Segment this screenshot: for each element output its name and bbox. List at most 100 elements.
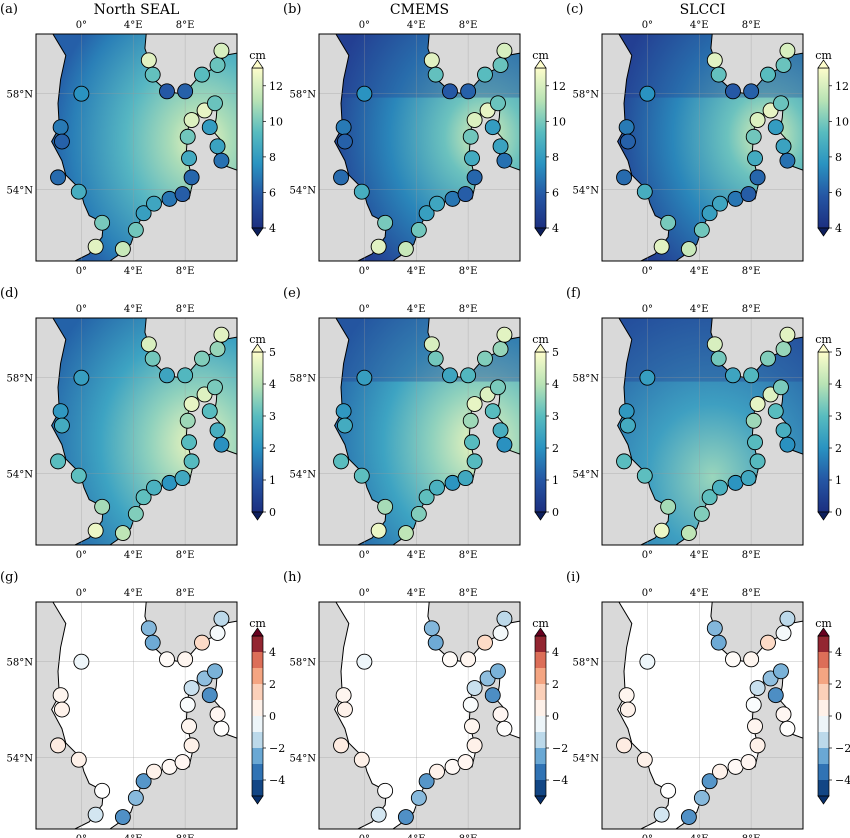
x-tick-bottom: 0°: [359, 834, 370, 838]
station-marker: [442, 83, 458, 100]
colorbar-extend-max: [817, 627, 830, 637]
station-marker: [492, 625, 509, 642]
colorbar-tick-label: 2: [269, 442, 276, 455]
map-panel-9: 0° 0° 4°E 4°E 8°E 8°E 58°N 54°N (i) cm 4 2 0 −2 −4: [566, 570, 850, 838]
y-tick: 54°N: [573, 753, 600, 764]
station-marker: [209, 706, 226, 723]
station-marker: [335, 119, 352, 136]
station-marker: [760, 66, 776, 83]
map-panel-3: 0° 0° 4°E 4°E 8°E 8°E 58°N 54°N (c) SLCCI cm 4 6 8 10 1…: [566, 2, 849, 277]
station-marker: [52, 403, 69, 420]
station-marker: [464, 434, 480, 451]
station-marker: [183, 169, 200, 186]
x-tick-bottom: 4°E: [690, 550, 709, 561]
station-marker: [213, 720, 230, 737]
station-marker: [680, 241, 697, 258]
colorbar-extend-min: [534, 227, 547, 237]
colorbar-tick-label: 3: [835, 410, 842, 423]
station-marker: [53, 133, 70, 150]
map-frame: [601, 317, 804, 546]
station-marker: [706, 52, 723, 69]
station-marker: [496, 610, 513, 627]
station-marker: [53, 701, 70, 718]
station-marker: [773, 95, 789, 112]
station-marker: [429, 763, 445, 780]
station-marker: [462, 128, 479, 145]
station-marker: [466, 680, 483, 696]
station-marker: [639, 653, 656, 670]
panel-label: (g): [0, 570, 18, 585]
station-marker: [370, 522, 387, 539]
station-marker: [775, 706, 792, 723]
colorbar-unit: cm: [532, 617, 549, 630]
column-title: SLCCI: [680, 2, 726, 18]
station-marker: [52, 119, 69, 136]
station-marker: [460, 367, 477, 384]
x-tick-top: 0°: [642, 20, 653, 31]
colorbar-tick-label: 2: [835, 678, 842, 691]
station-marker: [484, 119, 501, 136]
colorbar: cm 4 6 8 10 12: [815, 49, 849, 237]
station-marker: [779, 326, 796, 343]
station-marker: [183, 112, 200, 128]
colorbar: cm 0 1 2 3 4 5: [532, 333, 559, 521]
colorbar-extend-max: [534, 343, 547, 353]
colorbar-extend-min: [251, 227, 264, 237]
colorbar-tick-label: 0: [269, 710, 276, 723]
colorbar-tick-label: 6: [269, 186, 276, 199]
station-marker: [660, 498, 677, 515]
colorbar: cm 0 1 2 3 4 5: [815, 333, 842, 521]
y-tick: 54°N: [290, 185, 317, 196]
station-marker: [653, 238, 670, 255]
station-marker: [767, 119, 784, 136]
station-marker: [618, 403, 635, 420]
colorbar-tick-label: 4: [552, 222, 559, 235]
station-marker: [680, 525, 697, 542]
colorbar-extend-max: [251, 627, 264, 637]
map-panel-6: 0° 0° 4°E 4°E 8°E 8°E 58°N 54°N (f) cm 0 1 2 3 4 5: [566, 286, 842, 561]
station-marker: [457, 470, 474, 487]
station-marker: [423, 620, 440, 637]
station-marker: [370, 238, 387, 255]
colorbar-tick-label: 3: [552, 410, 559, 423]
station-marker: [213, 326, 230, 343]
colorbar-band: [818, 748, 829, 764]
colorbar-band: [252, 780, 263, 796]
colorbar-tick-label: 12: [835, 80, 849, 93]
station-marker: [181, 434, 197, 451]
x-tick-bottom: 0°: [359, 550, 370, 561]
station-marker: [464, 718, 480, 735]
station-marker: [779, 610, 796, 627]
x-tick-top: 4°E: [407, 304, 426, 315]
station-marker: [377, 214, 394, 231]
station-marker: [740, 754, 757, 771]
station-marker: [775, 341, 792, 358]
colorbar-band: [252, 764, 263, 780]
colorbar-tick-label: −4: [269, 774, 285, 787]
station-marker: [749, 169, 766, 186]
station-marker: [636, 467, 653, 484]
x-tick-top: 0°: [359, 588, 370, 599]
station-marker: [619, 133, 636, 150]
station-marker: [181, 150, 197, 167]
station-marker: [207, 379, 223, 396]
colorbar-unit: cm: [815, 49, 832, 62]
x-tick-bottom: 8°E: [459, 834, 478, 838]
colorbar-tick-label: 0: [269, 506, 276, 519]
station-marker: [397, 525, 414, 542]
station-marker: [749, 112, 766, 128]
station-marker: [779, 720, 796, 737]
x-tick-bottom: 4°E: [407, 834, 426, 838]
map-panel-4: 0° 0° 4°E 4°E 8°E 8°E 58°N 54°N (d) cm 0 1 2 3 4 5: [0, 286, 276, 561]
colorbar-band: [252, 652, 263, 668]
station-marker: [693, 221, 710, 238]
station-marker: [712, 479, 728, 496]
station-marker: [779, 152, 796, 169]
station-marker: [725, 651, 741, 668]
colorbar-extend-min: [534, 511, 547, 521]
station-marker: [183, 453, 200, 470]
station-marker: [209, 138, 226, 155]
station-marker: [70, 467, 87, 484]
colorbar-unit: cm: [532, 49, 549, 62]
map-frame: [318, 33, 521, 262]
